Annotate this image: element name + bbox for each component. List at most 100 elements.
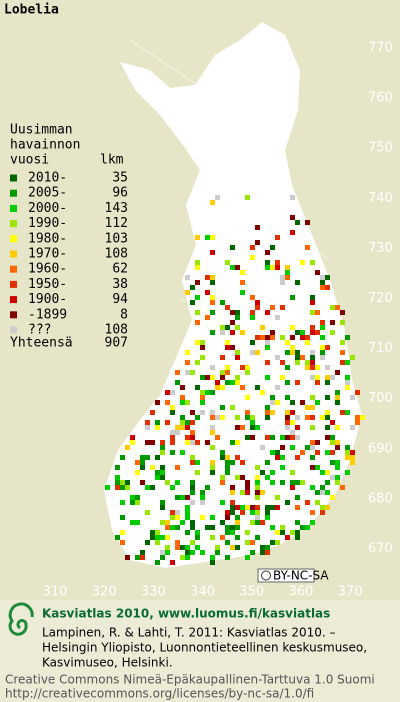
observation-square: [340, 320, 345, 325]
observation-square: [250, 340, 255, 345]
observation-square: [140, 465, 145, 470]
observation-square: [270, 395, 275, 400]
legend-heading: vuosi: [10, 153, 49, 168]
observation-square: [345, 455, 350, 460]
observation-square: [205, 275, 210, 280]
observation-square: [195, 235, 200, 240]
observation-square: [255, 515, 260, 520]
site-title: Kasviatlas 2010, www.luomus.fi/kasviatla…: [42, 607, 330, 621]
observation-square: [335, 425, 340, 430]
observation-square: [295, 495, 300, 500]
observation-square: [335, 445, 340, 450]
observation-square: [150, 535, 155, 540]
observation-square: [175, 515, 180, 520]
observation-square: [305, 340, 310, 345]
observation-square: [180, 420, 185, 425]
observation-square: [265, 375, 270, 380]
legend-swatch: [10, 235, 17, 243]
observation-square: [120, 480, 125, 485]
observation-square: [195, 530, 200, 535]
observation-square: [240, 280, 245, 285]
observation-square: [250, 420, 255, 425]
observation-square: [275, 315, 280, 320]
observation-square: [170, 390, 175, 395]
legend-count: 103: [105, 231, 128, 246]
observation-square: [190, 550, 195, 555]
observation-square: [180, 495, 185, 500]
observation-square: [230, 460, 235, 465]
observation-square: [320, 485, 325, 490]
observation-square: [230, 345, 235, 350]
x-coordinate-label: 360: [289, 585, 314, 600]
observation-square: [240, 505, 245, 510]
observation-square: [265, 335, 270, 340]
y-coordinate-label: 720: [368, 291, 393, 306]
observation-square: [185, 440, 190, 445]
observation-square: [215, 545, 220, 550]
observation-square: [260, 335, 265, 340]
observation-square: [195, 385, 200, 390]
observation-square: [280, 530, 285, 535]
observation-square: [280, 360, 285, 365]
observation-square: [300, 450, 305, 455]
observation-square: [325, 365, 330, 370]
observation-square: [305, 525, 310, 530]
observation-square: [330, 420, 335, 425]
observation-square: [145, 455, 150, 460]
observation-square: [320, 275, 325, 280]
observation-square: [310, 375, 315, 380]
legend-swatch: [10, 326, 17, 334]
observation-square: [120, 530, 125, 535]
observation-square: [215, 415, 220, 420]
observation-square: [340, 360, 345, 365]
observation-square: [270, 470, 275, 475]
observation-square: [285, 410, 290, 415]
observation-square: [165, 545, 170, 550]
observation-square: [270, 505, 275, 510]
observation-square: [290, 215, 295, 220]
observation-square: [250, 540, 255, 545]
observation-square: [165, 390, 170, 395]
observation-square: [280, 525, 285, 530]
legend-label: ???: [28, 323, 51, 338]
observation-square: [240, 290, 245, 295]
legend-count: 112: [105, 216, 128, 231]
observation-square: [175, 430, 180, 435]
observation-square: [235, 525, 240, 530]
observation-square: [345, 380, 350, 385]
y-coordinate-label: 760: [368, 91, 393, 106]
observation-square: [270, 400, 275, 405]
observation-square: [235, 515, 240, 520]
observation-square: [200, 515, 205, 520]
observation-square: [125, 555, 130, 560]
observation-square: [345, 385, 350, 390]
observation-square: [255, 305, 260, 310]
observation-square: [230, 330, 235, 335]
observation-square: [195, 260, 200, 265]
observation-square: [205, 235, 210, 240]
observation-square: [225, 555, 230, 560]
citation-line: Lampinen, R. & Lahti, T. 2011: Kasviatla…: [42, 626, 336, 640]
observation-square: [265, 435, 270, 440]
observation-square: [280, 375, 285, 380]
observation-square: [260, 325, 265, 330]
observation-square: [310, 395, 315, 400]
observation-square: [345, 375, 350, 380]
observation-square: [200, 390, 205, 395]
observation-square: [265, 310, 270, 315]
observation-square: [155, 425, 160, 430]
observation-square: [295, 350, 300, 355]
observation-square: [170, 510, 175, 515]
x-coordinate-label: 350: [239, 585, 264, 600]
observation-square: [325, 380, 330, 385]
observation-square: [250, 315, 255, 320]
observation-square: [165, 480, 170, 485]
observation-square: [190, 410, 195, 415]
observation-square: [220, 450, 225, 455]
observation-square: [200, 395, 205, 400]
footer-background: [0, 600, 400, 702]
observation-square: [220, 375, 225, 380]
observation-square: [220, 535, 225, 540]
legend-count: 8: [120, 307, 128, 322]
